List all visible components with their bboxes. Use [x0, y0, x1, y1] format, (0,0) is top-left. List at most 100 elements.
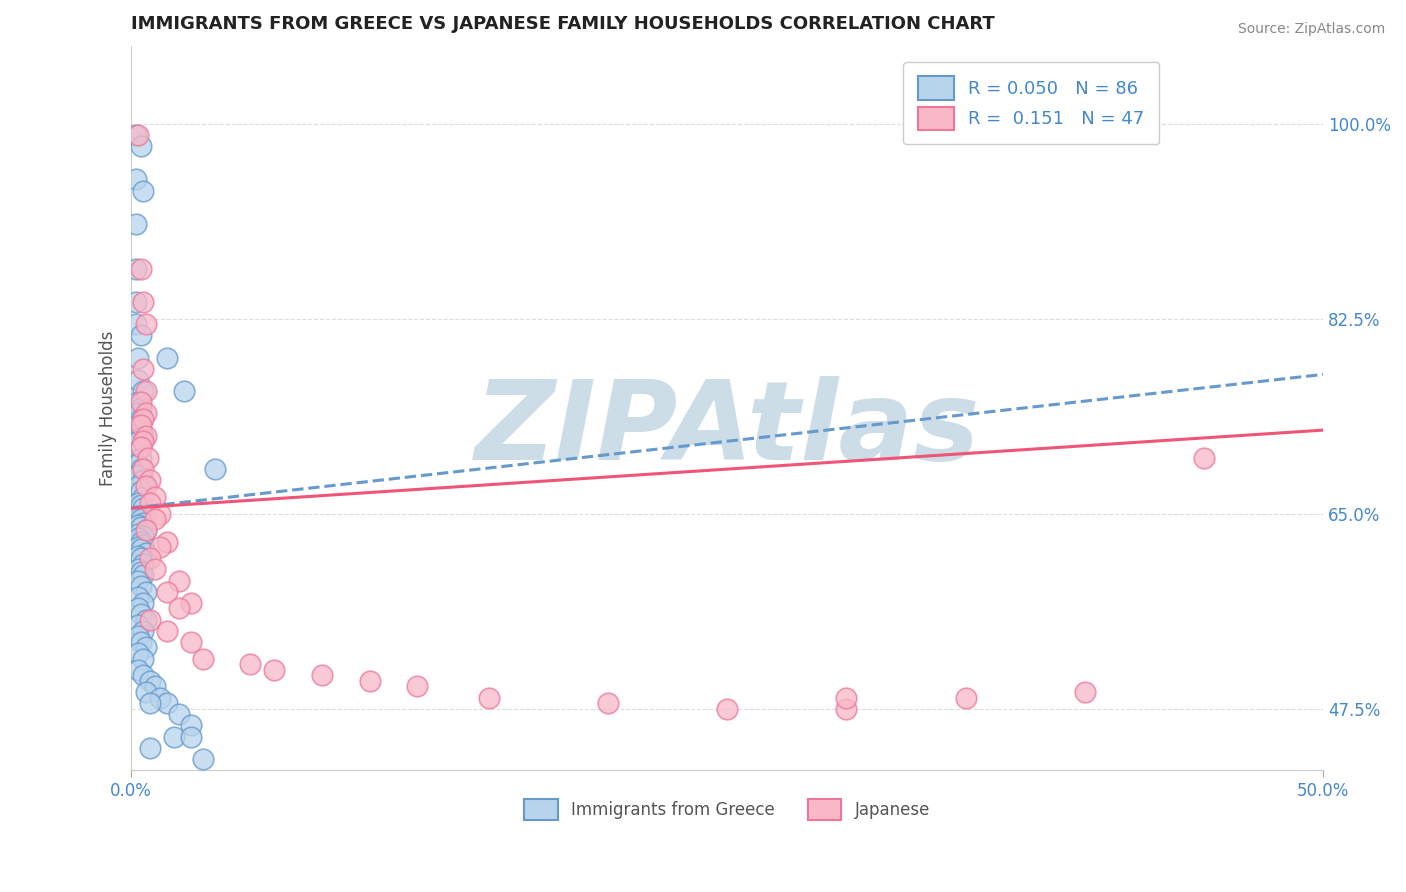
Point	[127, 467, 149, 482]
Point	[135, 406, 157, 420]
Point	[149, 540, 172, 554]
Point	[135, 524, 157, 538]
Text: Source: ZipAtlas.com: Source: ZipAtlas.com	[1237, 22, 1385, 37]
Point	[180, 730, 202, 744]
Point	[129, 534, 152, 549]
Point	[127, 562, 149, 576]
Point	[127, 495, 149, 509]
Point	[127, 128, 149, 142]
Point	[127, 663, 149, 677]
Point	[716, 702, 738, 716]
Point	[139, 473, 162, 487]
Point	[143, 490, 166, 504]
Point	[135, 507, 157, 521]
Point	[596, 696, 619, 710]
Point	[156, 534, 179, 549]
Point	[263, 663, 285, 677]
Point	[136, 450, 159, 465]
Point	[129, 261, 152, 276]
Point	[127, 646, 149, 660]
Point	[135, 640, 157, 655]
Point	[132, 568, 155, 582]
Point	[139, 740, 162, 755]
Point	[156, 624, 179, 638]
Point	[132, 295, 155, 310]
Point	[163, 730, 186, 744]
Legend: Immigrants from Greece, Japanese: Immigrants from Greece, Japanese	[517, 792, 936, 827]
Point	[1074, 685, 1097, 699]
Point	[132, 529, 155, 543]
Point	[129, 450, 152, 465]
Point	[125, 295, 148, 310]
Point	[180, 635, 202, 649]
Point	[127, 508, 149, 523]
Point	[132, 361, 155, 376]
Point	[135, 685, 157, 699]
Point	[132, 538, 155, 552]
Point	[135, 546, 157, 560]
Point	[127, 479, 149, 493]
Point	[129, 551, 152, 566]
Point	[132, 184, 155, 198]
Point	[167, 574, 190, 588]
Point	[127, 351, 149, 365]
Point	[191, 651, 214, 665]
Point	[135, 613, 157, 627]
Point	[127, 531, 149, 545]
Point	[129, 512, 152, 526]
Point	[129, 462, 152, 476]
Point	[127, 591, 149, 605]
Point	[129, 139, 152, 153]
Point	[180, 596, 202, 610]
Point	[127, 434, 149, 449]
Point	[156, 351, 179, 365]
Point	[129, 565, 152, 579]
Point	[135, 584, 157, 599]
Point	[125, 217, 148, 231]
Point	[132, 624, 155, 638]
Point	[167, 707, 190, 722]
Point	[127, 618, 149, 632]
Point	[129, 440, 152, 454]
Point	[135, 479, 157, 493]
Point	[478, 690, 501, 705]
Point	[127, 601, 149, 615]
Point	[149, 507, 172, 521]
Point	[1192, 450, 1215, 465]
Point	[239, 657, 262, 672]
Point	[311, 668, 333, 682]
Point	[173, 384, 195, 398]
Point	[180, 718, 202, 732]
Point	[132, 384, 155, 398]
Point	[125, 172, 148, 186]
Point	[127, 417, 149, 432]
Point	[135, 428, 157, 442]
Point	[835, 690, 858, 705]
Point	[127, 540, 149, 554]
Point	[156, 696, 179, 710]
Point	[129, 542, 152, 557]
Point	[156, 584, 179, 599]
Point	[139, 673, 162, 688]
Point	[143, 512, 166, 526]
Point	[129, 498, 152, 512]
Point	[132, 651, 155, 665]
Point	[129, 440, 152, 454]
Point	[139, 551, 162, 566]
Point	[204, 462, 226, 476]
Point	[406, 680, 429, 694]
Point	[129, 607, 152, 621]
Point	[135, 318, 157, 332]
Point	[132, 516, 155, 530]
Point	[127, 445, 149, 459]
Point	[127, 517, 149, 532]
Point	[139, 696, 162, 710]
Point	[129, 635, 152, 649]
Point	[127, 395, 149, 409]
Point	[127, 406, 149, 420]
Point	[127, 457, 149, 471]
Point	[835, 702, 858, 716]
Point	[359, 673, 381, 688]
Point	[129, 484, 152, 499]
Point	[132, 428, 155, 442]
